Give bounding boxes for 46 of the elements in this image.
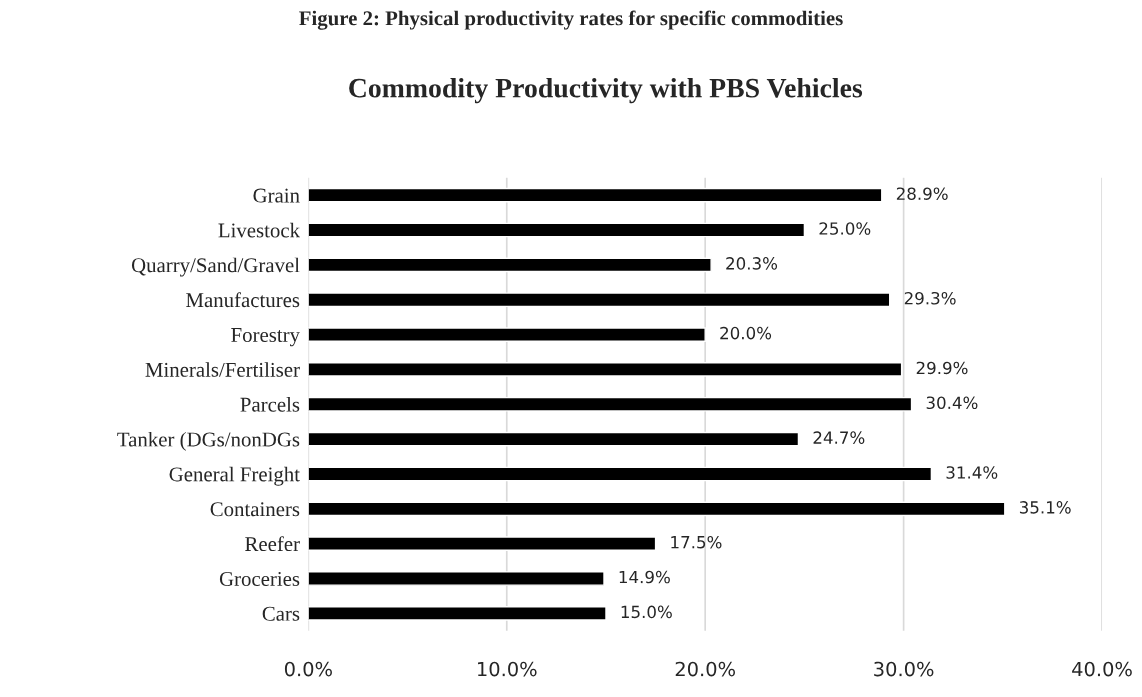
y-tick-label: Minerals/Fertiliser [145, 362, 300, 377]
y-tick-label: Reefer [245, 536, 300, 552]
bar [308, 431, 800, 447]
bar [308, 396, 913, 412]
data-label: 17.5% [671, 535, 722, 549]
chart-title: Figure 2: Physical productivity rates for specific commodities [299, 10, 843, 30]
data-label: 35.1% [1019, 501, 1071, 514]
y-tick-label: Quarry/Sand/Gravel [131, 257, 300, 277]
y-tick-label: Containers [210, 502, 300, 517]
data-label: 20.0% [720, 326, 772, 340]
bar [308, 606, 607, 621]
bar [308, 257, 712, 273]
bar [308, 536, 657, 551]
data-label: 31.4% [946, 466, 998, 479]
bar [308, 222, 806, 238]
chart-subtitle: Commodity Productivity with PBS Vehicles [349, 77, 863, 104]
y-tick-label: Parcels [240, 397, 300, 412]
y-tick-label: Groceries [219, 571, 300, 586]
data-label: 14.9% [619, 570, 670, 584]
data-label: 24.7% [813, 431, 865, 444]
bar [308, 327, 706, 342]
x-tick-label: 20.0% [675, 661, 735, 677]
y-tick-label: Cars [262, 606, 300, 621]
bar [308, 187, 883, 203]
bar [308, 292, 891, 308]
bar [308, 501, 1006, 517]
y-tick-label: Grain [253, 188, 300, 203]
data-label: 15.0% [621, 605, 672, 619]
data-label: 29.3% [904, 291, 956, 305]
bar [308, 466, 933, 482]
y-tick-label: Forestry [231, 328, 300, 347]
y-tick-label: Tanker (DGs/nonDGs [117, 431, 300, 451]
x-tick-label: 0.0% [284, 661, 332, 677]
data-label: 30.4% [926, 396, 978, 410]
y-tick-label: General Freight [169, 466, 300, 486]
data-label: 25.0% [819, 222, 871, 235]
x-tick-label: 30.0% [874, 661, 934, 677]
bar [308, 362, 903, 377]
x-tick-label: 10.0% [478, 661, 537, 677]
y-tick-label: Manufactures [186, 292, 300, 308]
bar [308, 571, 605, 586]
data-label: 29.9% [916, 361, 968, 375]
y-tick-label: Livestock [218, 222, 301, 238]
data-label: 20.3% [726, 257, 778, 270]
x-tick-label: 40.0% [1072, 661, 1132, 677]
data-label: 28.9% [896, 187, 948, 200]
